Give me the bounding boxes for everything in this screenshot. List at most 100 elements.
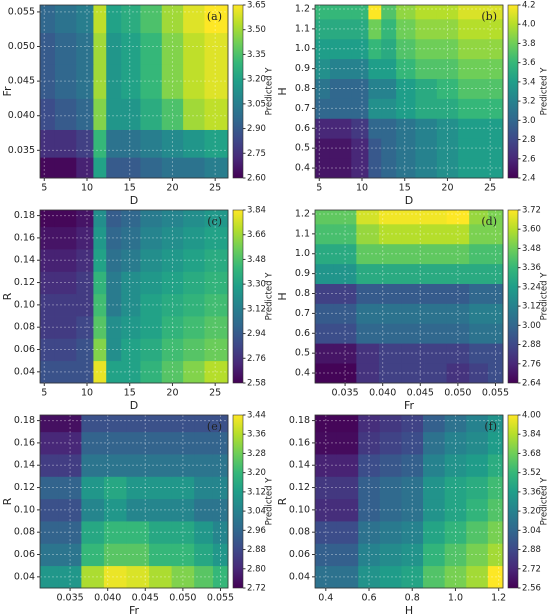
contour-cell: [93, 293, 107, 317]
contour-cell: [103, 565, 127, 589]
contour-cell: [93, 249, 107, 272]
contour-cell: [140, 316, 163, 339]
colorbar-tick-label: 3.4: [522, 77, 536, 87]
contour-cell: [336, 431, 359, 455]
contour-cell: [368, 18, 382, 40]
plot-frame: [314, 209, 504, 384]
contour-cell: [436, 18, 459, 40]
contour-cell: [487, 565, 504, 589]
y-tick-label: 0.8: [295, 83, 310, 94]
contour-cell: [103, 498, 127, 522]
y-tick-label: 1.2: [295, 208, 310, 219]
contour-cell: [81, 415, 105, 433]
contour-cell: [194, 431, 214, 455]
contour-cell: [161, 338, 184, 362]
contour-cell: [194, 543, 214, 567]
contour-cell: [204, 210, 229, 228]
y-tick-label: 0.14: [14, 255, 35, 266]
colorbar-tick-label: 3.72: [522, 206, 541, 216]
contour-cell: [58, 565, 82, 589]
contour-cell: [336, 415, 359, 433]
x-tick-label: 0.035: [331, 388, 358, 399]
contour-cell: [487, 303, 504, 324]
contour-cell: [401, 243, 425, 265]
contour-cell: [379, 498, 402, 522]
y-tick-label: 0.9: [295, 268, 310, 279]
contour-cell: [58, 521, 82, 544]
colorbar-tick-label: 4.0: [522, 20, 536, 30]
contour-cell: [40, 415, 60, 433]
contour-cell: [40, 543, 60, 567]
contour-cell: [103, 543, 127, 567]
contour-cell: [458, 38, 480, 60]
contour-cell: [315, 118, 331, 139]
contour-cell: [106, 271, 122, 295]
contour-cell: [54, 210, 77, 228]
contour-cell: [194, 476, 214, 500]
y-tick-label: 1.2: [295, 3, 310, 14]
contour-cell: [378, 263, 402, 284]
colorbar-tick-label: 3.12: [247, 487, 266, 497]
contour-cell: [381, 98, 397, 119]
contour-cell: [58, 431, 82, 455]
y-tick-label: 0.8: [295, 288, 310, 299]
colorbar-tick-label: 3.04: [247, 507, 266, 517]
contour-cell: [446, 210, 470, 225]
contour-cell: [204, 338, 229, 362]
contour-cell: [183, 98, 205, 130]
contour-cell: [212, 454, 229, 477]
panel-label: (f): [484, 420, 497, 433]
contour-cell: [76, 129, 94, 158]
y-tick-label: 0.18: [289, 415, 310, 426]
colorbar-tick-label: 3.24: [522, 282, 541, 292]
colorbar-tick-label: 3.48: [522, 244, 541, 254]
contour-cell: [315, 210, 335, 225]
contour-cell: [487, 243, 504, 265]
contour-cell: [396, 5, 416, 20]
contour-cell: [140, 226, 163, 250]
contour-cell: [466, 565, 489, 589]
contour-cell: [40, 226, 56, 250]
contour-cell: [81, 543, 105, 567]
contour-cell: [126, 521, 150, 544]
contour-cell: [315, 58, 331, 79]
contour-cell: [54, 316, 77, 339]
contour-cell: [171, 565, 195, 589]
contour-cell: [329, 38, 352, 60]
colorbar-tick-label: 3.30: [247, 280, 266, 290]
colorbar-tick-label: 2.58: [247, 379, 266, 389]
y-tick-label: 0.10: [289, 504, 310, 515]
x-tick-label: 0.8: [405, 593, 420, 604]
x-tick-label: 15: [124, 183, 136, 194]
contour-cell: [336, 565, 359, 589]
contour-cell: [161, 271, 184, 295]
colorbar-tick-label: 3.0: [522, 116, 536, 126]
contour-cell: [466, 521, 489, 544]
contour-cell: [76, 226, 94, 250]
x-tick-label: 0.6: [361, 593, 376, 604]
contour-cell: [40, 249, 56, 272]
colorbar-tick-label: 2.88: [522, 340, 541, 350]
contour-cell: [446, 323, 470, 344]
contour-cell: [40, 565, 60, 589]
y-tick-label: 0.040: [8, 110, 35, 121]
contour-cell: [106, 293, 122, 317]
contour-cell: [333, 263, 357, 284]
contour-cell: [204, 226, 229, 250]
contour-cell: [315, 521, 338, 544]
contour-cell: [436, 5, 459, 20]
contour-cell: [436, 138, 459, 159]
contour-cell: [58, 454, 82, 477]
y-tick-label: 0.10: [14, 299, 35, 310]
contour-cell: [401, 303, 425, 324]
contour-cell: [194, 498, 214, 522]
colorbar-tick-label: 3.68: [522, 449, 541, 459]
contour-cell: [423, 521, 446, 544]
contour-cell: [424, 303, 447, 324]
contour-cell: [315, 38, 331, 60]
contour-cell: [315, 343, 335, 364]
contour-cell: [40, 157, 56, 179]
x-tick-label: 25: [209, 388, 221, 399]
contour-cell: [487, 415, 504, 433]
colorbar-tick-label: 2.75: [247, 149, 266, 159]
